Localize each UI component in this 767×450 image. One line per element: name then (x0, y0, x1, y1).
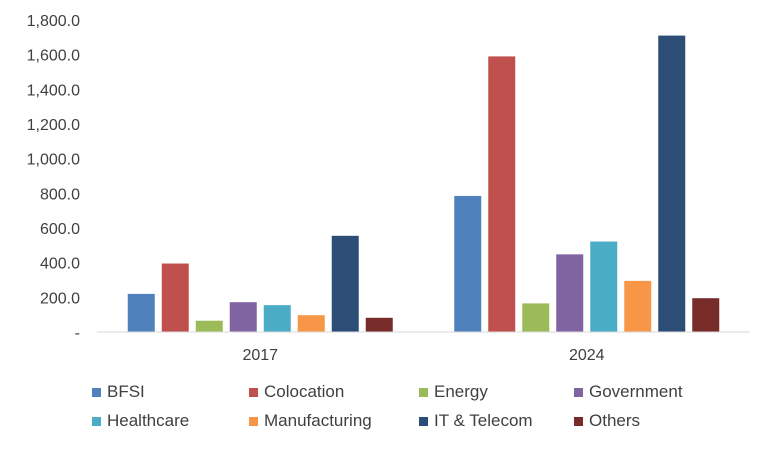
y-tick-label: 1,600.0 (27, 48, 80, 65)
y-axis: - 200.0 400.0 600.0 800.0 1,000.0 1,200.0 1,400… (27, 13, 80, 342)
bar-it-telecom-2017 (331, 235, 359, 332)
bars (127, 35, 720, 333)
bar-healthcare-2024 (590, 241, 618, 332)
bar-bfsi-2017 (127, 293, 155, 332)
legend-label: Colocation (264, 382, 345, 401)
legend-label: BFSI (107, 382, 145, 401)
bar-it-telecom-2024 (658, 35, 686, 332)
y-tick-label: 1,000.0 (27, 152, 80, 169)
legend-label: Others (589, 411, 641, 430)
bar-colocation-2024 (488, 56, 516, 333)
legend-swatch (249, 387, 258, 397)
y-tick-label: 1,200.0 (27, 117, 80, 134)
bar-colocation-2017 (161, 263, 189, 332)
legend-label: Healthcare (107, 411, 190, 430)
bar-energy-2017 (195, 320, 223, 332)
y-tick-label: 200.0 (40, 290, 80, 307)
x-tick-label: 2024 (569, 347, 605, 364)
y-tick-label: - (75, 325, 80, 342)
bar-others-2017 (365, 317, 393, 332)
y-tick-label: 1,800.0 (27, 13, 80, 30)
bar-government-2024 (556, 254, 584, 332)
legend-swatch (92, 387, 101, 397)
legend-label: Energy (434, 382, 488, 401)
bar-chart: - 200.0 400.0 600.0 800.0 1,000.0 1,200.0 1,400… (27, 13, 750, 364)
bar-healthcare-2017 (263, 305, 291, 332)
legend-item: BFSI (92, 382, 145, 402)
legend-item: IT & Telecom (419, 411, 533, 431)
legend-item: Government (574, 382, 683, 402)
bar-energy-2024 (522, 303, 550, 332)
x-axis: 2017 2024 (242, 347, 604, 364)
legend-swatch (419, 387, 428, 397)
y-tick-label: 1,400.0 (27, 82, 80, 99)
bar-manufacturing-2024 (624, 280, 652, 332)
y-tick-label: 400.0 (40, 256, 80, 273)
x-tick-label: 2017 (242, 347, 278, 364)
legend-item: Healthcare (92, 411, 189, 431)
legend-item: Manufacturing (249, 411, 372, 431)
bar-manufacturing-2017 (297, 315, 325, 332)
legend-swatch (92, 416, 101, 426)
legend-item: Colocation (249, 382, 344, 402)
legend-item: Energy (419, 382, 488, 402)
legend-label: IT & Telecom (434, 411, 533, 430)
legend-swatch (419, 416, 428, 426)
y-tick-label: 800.0 (40, 186, 80, 203)
legend-swatch (249, 416, 258, 426)
legend-label: Manufacturing (264, 411, 372, 430)
bar-bfsi-2024 (454, 195, 482, 332)
bar-others-2024 (692, 298, 720, 332)
legend-swatch (574, 416, 583, 426)
legend-swatch (574, 387, 583, 397)
legend-item: Others (574, 411, 640, 431)
legend-label: Government (589, 382, 683, 401)
bar-government-2017 (229, 302, 257, 332)
y-tick-label: 600.0 (40, 221, 80, 238)
